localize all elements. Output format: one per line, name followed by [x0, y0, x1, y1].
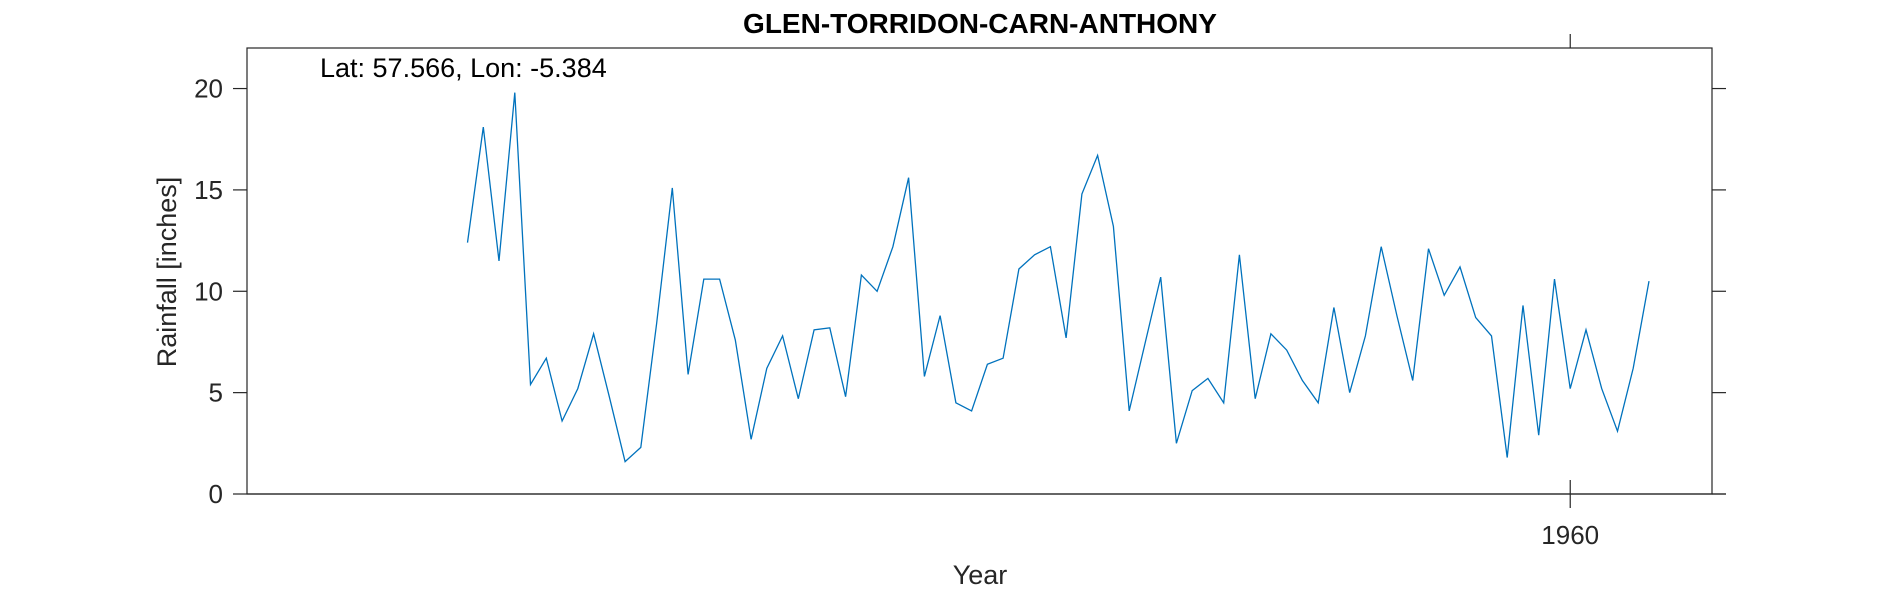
data-point-1962: [1600, 387, 1603, 390]
data-point-1894: [529, 383, 532, 386]
data-point-1943: [1301, 379, 1304, 382]
data-point-1950: [1411, 379, 1414, 382]
data-point-1957: [1522, 304, 1525, 307]
data-point-1911: [797, 397, 800, 400]
data-point-1915: [860, 274, 863, 277]
data-point-1908: [750, 438, 753, 441]
data-point-1925: [1017, 268, 1020, 271]
y-tick-label: 20: [194, 74, 223, 104]
data-point-1891: [482, 126, 485, 129]
data-point-1949: [1395, 314, 1398, 317]
y-tick-label: 5: [209, 378, 223, 408]
data-point-1902: [655, 322, 658, 325]
x-axis-label: Year: [953, 560, 1008, 590]
data-point-1905: [702, 278, 705, 281]
data-point-1931: [1112, 225, 1115, 228]
data-point-1918: [907, 176, 910, 179]
y-tick-label: 15: [194, 175, 223, 205]
data-point-1900: [624, 460, 627, 463]
data-point-1946: [1348, 391, 1351, 394]
data-point-1947: [1364, 334, 1367, 337]
data-point-1961: [1585, 328, 1588, 331]
data-point-1944: [1317, 401, 1320, 404]
plot-area: [247, 48, 1712, 494]
data-point-1927: [1049, 245, 1052, 248]
x-tick-label: 1960: [1541, 520, 1599, 550]
data-point-1922: [970, 409, 973, 412]
y-tick-label: 0: [209, 479, 223, 509]
data-point-1954: [1474, 316, 1477, 319]
data-point-1932: [1128, 409, 1131, 412]
data-point-1892: [498, 259, 501, 262]
data-point-1917: [891, 245, 894, 248]
data-point-1948: [1380, 245, 1383, 248]
data-point-1914: [844, 395, 847, 398]
data-point-1919: [923, 375, 926, 378]
data-point-1924: [1002, 357, 1005, 360]
data-point-1934: [1159, 276, 1162, 279]
data-point-1916: [876, 290, 879, 293]
data-point-1960: [1569, 387, 1572, 390]
data-point-1901: [639, 446, 642, 449]
data-point-1899: [608, 395, 611, 398]
data-point-1896: [561, 420, 564, 423]
data-point-1951: [1427, 247, 1430, 250]
data-point-1965: [1648, 280, 1651, 283]
data-point-1913: [828, 326, 831, 329]
data-point-1906: [718, 278, 721, 281]
data-point-1938: [1222, 401, 1225, 404]
data-point-1890: [466, 241, 469, 244]
data-point-1921: [954, 401, 957, 404]
data-point-1903: [671, 186, 674, 189]
data-point-1912: [813, 328, 816, 331]
data-point-1941: [1269, 332, 1272, 335]
data-point-1942: [1285, 349, 1288, 352]
data-point-1959: [1553, 278, 1556, 281]
data-point-1923: [986, 363, 989, 366]
data-point-1928: [1065, 336, 1068, 339]
data-point-1940: [1254, 397, 1257, 400]
data-point-1897: [576, 387, 579, 390]
data-point-1952: [1443, 294, 1446, 297]
data-point-1956: [1506, 456, 1509, 459]
data-point-1893: [513, 91, 516, 94]
data-point-1963: [1616, 430, 1619, 433]
data-point-1958: [1537, 434, 1540, 437]
data-point-1898: [592, 332, 595, 335]
y-axis-label: Rainfall [inches]: [152, 177, 182, 368]
data-point-1904: [687, 373, 690, 376]
y-tick-label: 10: [194, 276, 223, 306]
data-point-1937: [1206, 377, 1209, 380]
data-point-1920: [939, 314, 942, 317]
data-point-1964: [1632, 367, 1635, 370]
data-point-1929: [1080, 193, 1083, 196]
data-point-1926: [1033, 253, 1036, 256]
location-annotation: Lat: 57.566, Lon: -5.384: [320, 53, 607, 83]
data-point-1910: [781, 334, 784, 337]
data-point-1953: [1459, 265, 1462, 268]
data-point-1933: [1143, 343, 1146, 346]
data-point-1945: [1332, 306, 1335, 309]
data-point-1935: [1175, 442, 1178, 445]
data-point-1907: [734, 338, 737, 341]
data-point-1936: [1191, 389, 1194, 392]
data-point-1939: [1238, 253, 1241, 256]
data-point-1955: [1490, 334, 1493, 337]
chart-title: GLEN-TORRIDON-CARN-ANTHONY: [743, 8, 1217, 39]
data-point-1930: [1096, 154, 1099, 157]
data-point-1909: [765, 367, 768, 370]
data-point-1895: [545, 357, 548, 360]
